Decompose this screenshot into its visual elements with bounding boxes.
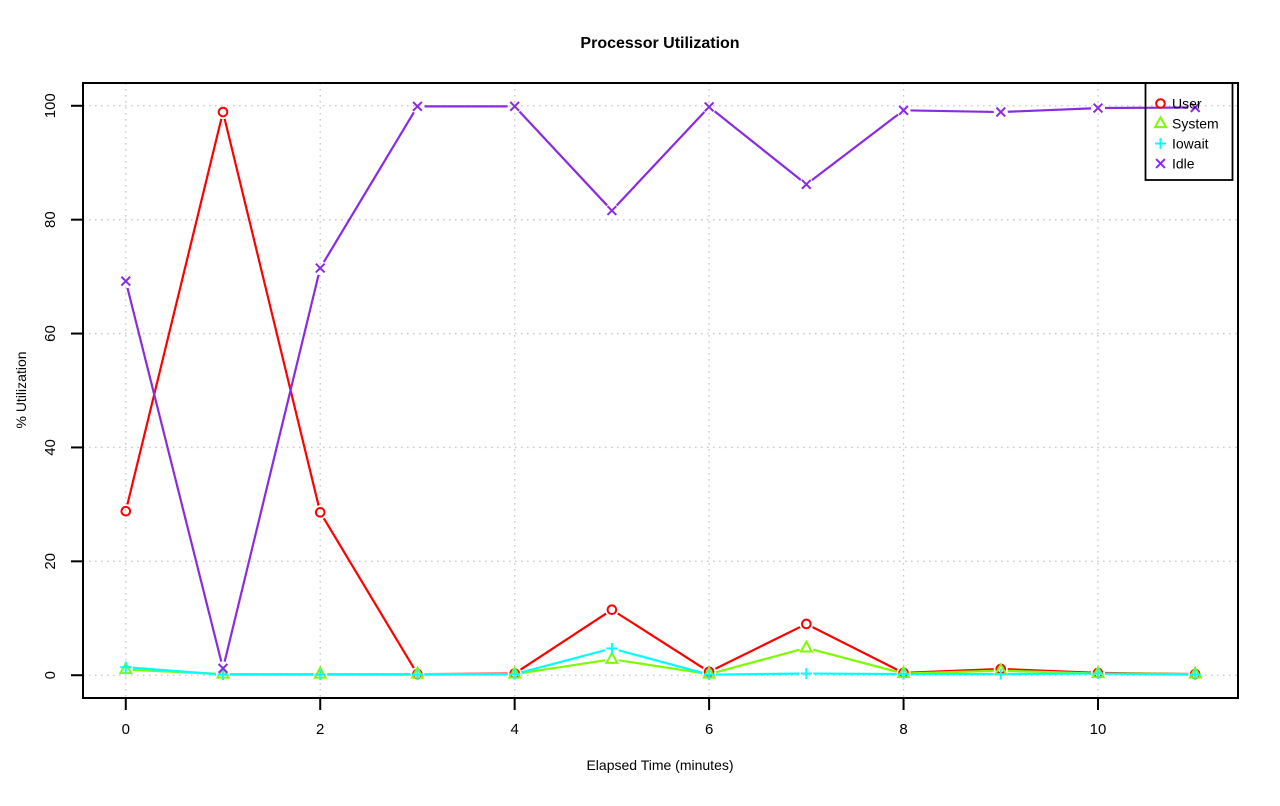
series-line-segment xyxy=(715,627,800,669)
y-tick-label: 20 xyxy=(42,553,59,570)
legend-item-idle: Idle xyxy=(1156,156,1195,172)
series-line-segment xyxy=(617,112,705,205)
legend-label: User xyxy=(1172,96,1202,112)
legend-label: System xyxy=(1172,116,1219,132)
series-line-segment xyxy=(812,115,898,181)
series-idle xyxy=(121,102,1199,673)
series-line-segment xyxy=(127,288,221,662)
legend-label: Idle xyxy=(1172,156,1195,172)
series-line-segment xyxy=(324,518,414,668)
data-point-marker xyxy=(1156,99,1165,108)
y-axis-label: % Utilization xyxy=(13,351,29,428)
series-system xyxy=(120,642,1200,678)
x-tick-label: 8 xyxy=(899,721,907,738)
x-tick-label: 2 xyxy=(316,721,324,738)
y-tick-label: 60 xyxy=(42,325,59,342)
data-point-marker xyxy=(219,108,228,117)
x-axis-label: Elapsed Time (minutes) xyxy=(586,757,733,773)
plot-border xyxy=(83,83,1238,698)
legend-label: Iowait xyxy=(1172,136,1209,152)
data-point-marker xyxy=(1155,117,1166,127)
y-tick-label: 0 xyxy=(42,671,59,679)
x-tick-label: 4 xyxy=(510,721,518,738)
x-tick-label: 6 xyxy=(705,721,713,738)
data-point-marker xyxy=(606,653,617,663)
series-line-segment xyxy=(1008,108,1091,111)
chart-title: Processor Utilization xyxy=(580,35,739,52)
series-line-segment xyxy=(127,119,221,505)
x-tick-label: 0 xyxy=(122,721,130,738)
y-tick-label: 40 xyxy=(42,439,59,456)
data-point-marker xyxy=(801,642,812,652)
data-point-marker xyxy=(802,620,811,629)
series-line-segment xyxy=(715,111,801,180)
legend: User System Iowait Idle xyxy=(1146,83,1233,180)
series-line-segment xyxy=(324,112,414,262)
series-line-segment xyxy=(716,674,799,675)
series-line-segment xyxy=(1105,674,1188,675)
series-line-segment xyxy=(716,650,800,673)
y-tick-label: 100 xyxy=(42,93,59,118)
series-line-segment xyxy=(519,111,607,205)
data-point-marker xyxy=(121,507,130,516)
x-tick-label: 10 xyxy=(1090,721,1107,738)
legend-item-user: User xyxy=(1156,96,1202,112)
series-user xyxy=(121,108,1199,679)
series-line-segment xyxy=(225,119,319,506)
y-tick-label: 80 xyxy=(42,211,59,228)
series-line-segment xyxy=(813,627,898,670)
series-line-segment xyxy=(813,650,897,672)
data-point-marker xyxy=(608,605,617,614)
series-line-segment xyxy=(618,614,703,669)
legend-item-system: System xyxy=(1155,116,1219,132)
legend-item-iowait: Iowait xyxy=(1155,136,1209,152)
series-line-segment xyxy=(225,275,319,662)
gridlines xyxy=(83,83,1238,698)
series-line-segment xyxy=(911,110,994,111)
